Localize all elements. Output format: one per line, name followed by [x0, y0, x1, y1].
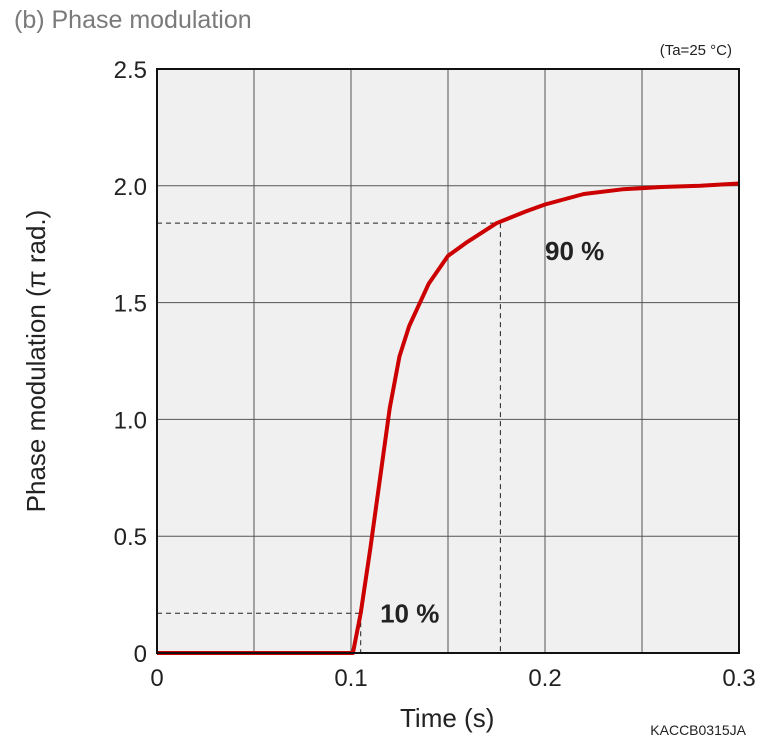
y-tick-label: 2.0	[114, 174, 147, 201]
percent-annotation: 90 %	[545, 236, 604, 266]
y-tick-label: 2.5	[114, 57, 147, 84]
y-tick-label: 0.5	[114, 524, 147, 551]
reference-lines	[157, 222, 501, 653]
x-tick-label: 0.2	[528, 665, 561, 692]
series-line	[157, 181, 740, 655]
chart-title: (b) Phase modulation	[14, 6, 252, 34]
x-tick-label: 0.1	[334, 665, 367, 692]
annotations: 10 % 90 %	[380, 236, 604, 628]
y-tick-labels: 0 0.5 1.0 1.5 2.0 2.5	[114, 57, 147, 668]
y-axis-label: Phase modulation (π rad.)	[21, 210, 51, 513]
x-tick-label: 0.3	[722, 665, 755, 692]
temperature-condition: (Ta=25 °C)	[659, 42, 732, 59]
x-axis-label: Time (s)	[400, 703, 495, 733]
grid-lines	[157, 69, 739, 653]
percent-annotation: 10 %	[380, 598, 439, 628]
y-tick-label: 0	[134, 641, 147, 668]
figure-code: KACCB0315JA	[650, 722, 746, 738]
y-tick-label: 1.0	[114, 407, 147, 434]
plot-frame	[156, 68, 740, 654]
x-tick-label: 0	[150, 665, 163, 692]
x-tick-labels: 0 0.1 0.2 0.3	[150, 665, 755, 692]
y-tick-label: 1.5	[114, 291, 147, 318]
